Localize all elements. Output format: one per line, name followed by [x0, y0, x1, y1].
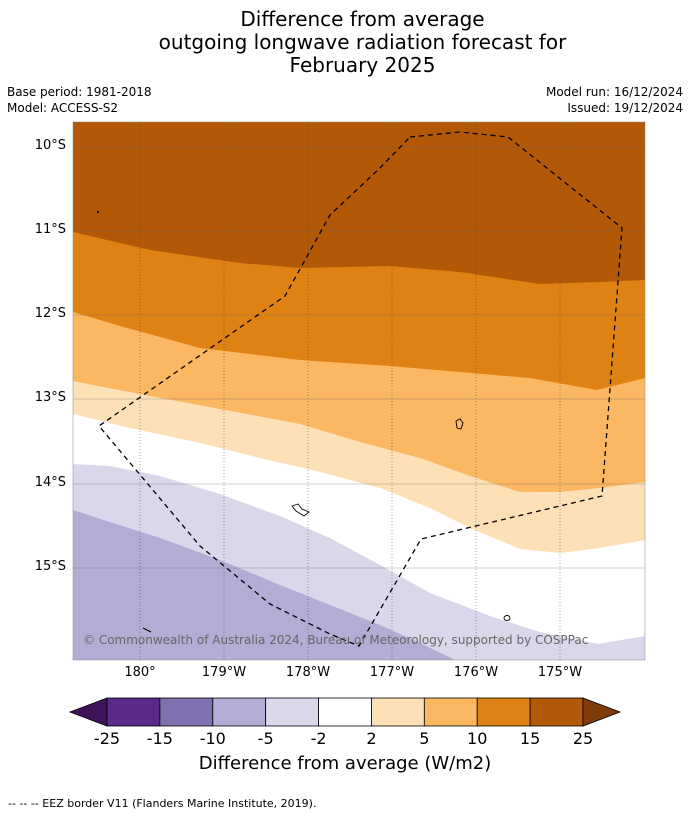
latitude-label: 10°S [34, 138, 66, 153]
colorbar-title: Difference from average (W/m2) [198, 753, 492, 774]
colorbar-cell [318, 697, 372, 727]
base-period: Base period: 1981-2018 [7, 85, 152, 99]
issued-date: Issued: 19/12/2024 [567, 101, 683, 115]
longitude-label: 179°W [201, 665, 247, 680]
model-run: Model run: 16/12/2024 [545, 85, 683, 99]
colorbar-cell [529, 697, 584, 727]
title-line-3: February 2025 [289, 53, 436, 77]
colorbar-cell [265, 697, 319, 727]
colorbar-tick-label: -10 [199, 729, 226, 748]
colorbar-tick-label: 10 [467, 729, 488, 748]
island [455, 418, 464, 430]
longitude-label: 180° [124, 665, 156, 680]
latitude-gridlines [73, 146, 645, 569]
island [142, 627, 152, 633]
longitude-label: 176°W [453, 665, 499, 680]
latitude-label: 14°S [34, 475, 66, 490]
meta-left: Base period: 1981-2018 Model: ACCESS-S2 [7, 84, 152, 116]
colorbar-tick-label: -15 [146, 729, 173, 748]
latitude-label: 13°S [34, 390, 66, 405]
colorbar-cell [371, 697, 425, 727]
colorbar-tick-label: -5 [257, 729, 274, 748]
colorbar-tick-label: 5 [419, 729, 430, 748]
longitude-label: 178°W [285, 665, 331, 680]
colorbar-tick-label: 15 [519, 729, 541, 748]
island [97, 211, 99, 213]
model-name: Model: ACCESS-S2 [7, 101, 119, 115]
colorbar-cell [212, 697, 267, 727]
island [503, 615, 511, 621]
meta-right: Model run: 16/12/2024 Issued: 19/12/2024 [546, 84, 683, 116]
colorbar-cell [159, 697, 214, 727]
colorbar-tick-label: -25 [93, 729, 121, 748]
colorbar-tick-label: 2 [366, 729, 377, 748]
longitude-label: 177°W [369, 665, 415, 680]
band-purple [73, 510, 455, 660]
latitude-label: 12°S [34, 306, 66, 321]
colorbar-extend-high [582, 697, 622, 727]
latitude-label: 15°S [34, 559, 66, 574]
longitude-label: 175°W [537, 665, 583, 680]
chart-title: Difference from average outgoing longwav… [0, 8, 690, 77]
title-line-1: Difference from average [240, 7, 485, 31]
colorbar-tick-label: -2 [310, 729, 327, 748]
colorbar-cell [476, 697, 531, 727]
colorbar-extend-low [68, 697, 108, 727]
colorbar-cell [423, 697, 478, 727]
eez-border [98, 131, 623, 647]
eez-footnote: -- -- -- EEZ border V11 (Flanders Marine… [8, 797, 317, 810]
copyright-notice: © Commonwealth of Australia 2024, Bureau… [83, 633, 589, 647]
colorbar-tick-label: 25 [572, 729, 594, 748]
colorbar-cell [106, 697, 161, 727]
title-line-2: outgoing longwave radiation forecast for [158, 30, 567, 54]
latitude-label: 11°S [34, 222, 66, 237]
island [291, 503, 310, 517]
